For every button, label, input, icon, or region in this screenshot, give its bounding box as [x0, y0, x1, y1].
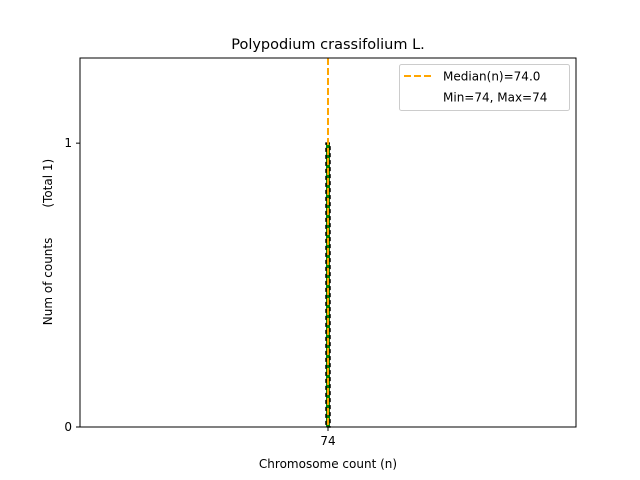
x-axis-label: Chromosome count (n)	[259, 457, 397, 471]
chart-title: Polypodium crassifolium L.	[231, 37, 425, 53]
y-axis-label-total: (Total 1)	[41, 159, 55, 208]
legend: Median(n)=74.0 Min=74, Max=74	[399, 64, 570, 111]
y-tick-label: 1	[64, 136, 72, 150]
x-tick-label: 74	[320, 434, 335, 448]
legend-box	[399, 64, 570, 111]
y-axis-label: Num of counts (Total 1)	[41, 159, 55, 325]
legend-minmax-label: Min=74, Max=74	[443, 91, 547, 105]
y-tick-label: 0	[64, 420, 72, 434]
legend-median-label: Median(n)=74.0	[443, 70, 540, 84]
y-axis-label-main: Num of counts	[41, 238, 55, 326]
axes-frame	[79, 57, 577, 428]
